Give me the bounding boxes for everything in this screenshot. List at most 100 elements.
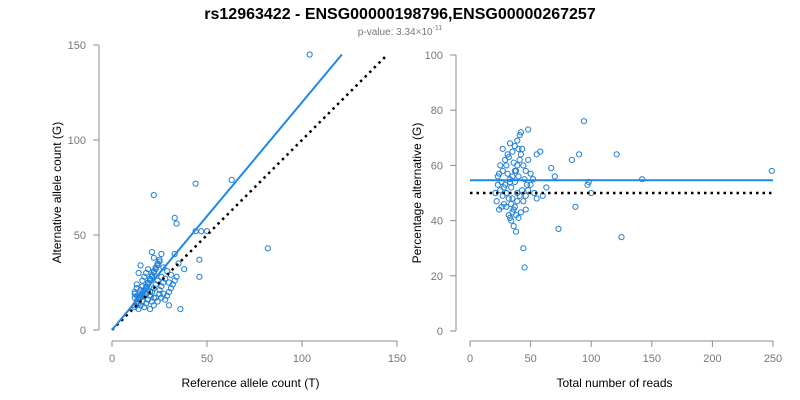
right-x-tick-label: 50	[524, 353, 536, 365]
data-point	[768, 167, 775, 175]
data-point	[572, 203, 579, 210]
left-y-tick-label: 0	[80, 325, 86, 337]
data-point	[511, 167, 518, 175]
left-y-axis-label: Alternative allele count (G)	[50, 122, 64, 263]
data-point	[499, 167, 506, 175]
data-point	[505, 195, 512, 202]
data-point	[517, 209, 525, 216]
data-point	[135, 269, 142, 277]
data-point	[515, 145, 522, 152]
data-point	[148, 249, 155, 256]
data-point	[497, 162, 504, 169]
data-point	[502, 156, 509, 163]
data-point	[509, 195, 516, 202]
data-point	[509, 209, 516, 216]
right-points	[492, 118, 775, 271]
data-point	[514, 198, 521, 205]
data-point	[145, 266, 152, 273]
data-point	[555, 225, 562, 232]
right-y-tick-label: 80	[431, 105, 443, 117]
data-point	[150, 254, 157, 261]
left-x-tick-label: 150	[388, 353, 406, 365]
left-x-axis-label: Reference allele count (T)	[181, 376, 319, 390]
data-point	[158, 273, 165, 280]
data-point	[493, 198, 500, 205]
data-point	[499, 145, 506, 152]
data-point	[508, 200, 515, 208]
right-x-axis-label: Total number of reads	[556, 376, 672, 390]
data-point	[516, 131, 523, 139]
data-point	[494, 181, 501, 188]
data-point	[533, 151, 540, 158]
data-point	[523, 181, 531, 188]
data-point	[510, 159, 517, 166]
right-y-tick-label: 60	[431, 160, 443, 172]
data-point	[521, 176, 528, 183]
data-point	[580, 118, 588, 125]
data-point	[131, 294, 138, 301]
data-point	[520, 245, 527, 252]
left-x-tick-label: 50	[201, 353, 213, 365]
data-point	[533, 195, 540, 202]
data-point	[639, 176, 646, 183]
left-y-tick-label: 100	[68, 135, 86, 147]
data-point	[516, 192, 523, 199]
data-point	[165, 279, 173, 286]
data-point	[306, 51, 313, 58]
data-point	[537, 148, 544, 155]
right-y-tick-label: 100	[425, 50, 443, 62]
data-point	[568, 156, 575, 163]
data-point	[173, 220, 180, 227]
data-point	[196, 273, 203, 280]
data-point	[520, 162, 527, 169]
data-point	[511, 142, 518, 150]
right-x-tick-label: 100	[582, 353, 600, 365]
right-y-tick-label: 20	[431, 271, 443, 283]
data-point	[514, 162, 521, 169]
data-point	[543, 184, 550, 191]
right-y-axis: 0 20 40 60 80 100	[425, 50, 457, 338]
data-point	[160, 290, 167, 297]
right-x-tick-label: 0	[467, 353, 473, 365]
data-point	[228, 176, 235, 183]
right-y-tick-label: 40	[431, 216, 443, 228]
data-point	[522, 206, 529, 213]
data-point	[133, 281, 140, 288]
data-point	[135, 300, 142, 307]
left-y-axis: 0 50 100 150	[68, 40, 100, 337]
data-point	[525, 156, 532, 163]
data-point	[575, 151, 583, 158]
data-point	[522, 167, 529, 175]
right-x-axis: 0 50 100 150 200 250	[467, 340, 782, 365]
data-point	[156, 256, 163, 263]
data-point	[196, 256, 203, 263]
data-point	[521, 264, 528, 271]
data-point	[529, 176, 537, 183]
p-value-text: p-value: 3.34×10	[358, 27, 433, 38]
left-regression-line	[111, 53, 343, 331]
data-point	[527, 181, 534, 188]
right-x-tick-label: 250	[764, 353, 782, 365]
chart-title: rs12963422 - ENSG00000198796,ENSG0000026…	[204, 6, 596, 23]
data-point	[171, 250, 178, 258]
data-point	[156, 290, 163, 297]
right-x-tick-label: 200	[703, 353, 721, 365]
data-point	[177, 306, 184, 313]
data-point	[512, 228, 520, 235]
data-point	[264, 245, 271, 252]
data-point	[503, 162, 510, 169]
data-point	[146, 306, 154, 313]
data-point	[175, 260, 182, 267]
data-point	[514, 137, 521, 144]
data-point	[495, 206, 503, 213]
data-point	[167, 271, 174, 278]
data-point	[517, 151, 525, 158]
data-point	[150, 192, 157, 199]
data-point	[137, 262, 144, 269]
right-y-tick-label: 0	[437, 326, 443, 338]
data-point	[511, 203, 518, 210]
data-point	[509, 148, 516, 155]
data-point	[198, 228, 205, 235]
data-point	[171, 214, 178, 221]
data-point	[131, 290, 138, 297]
